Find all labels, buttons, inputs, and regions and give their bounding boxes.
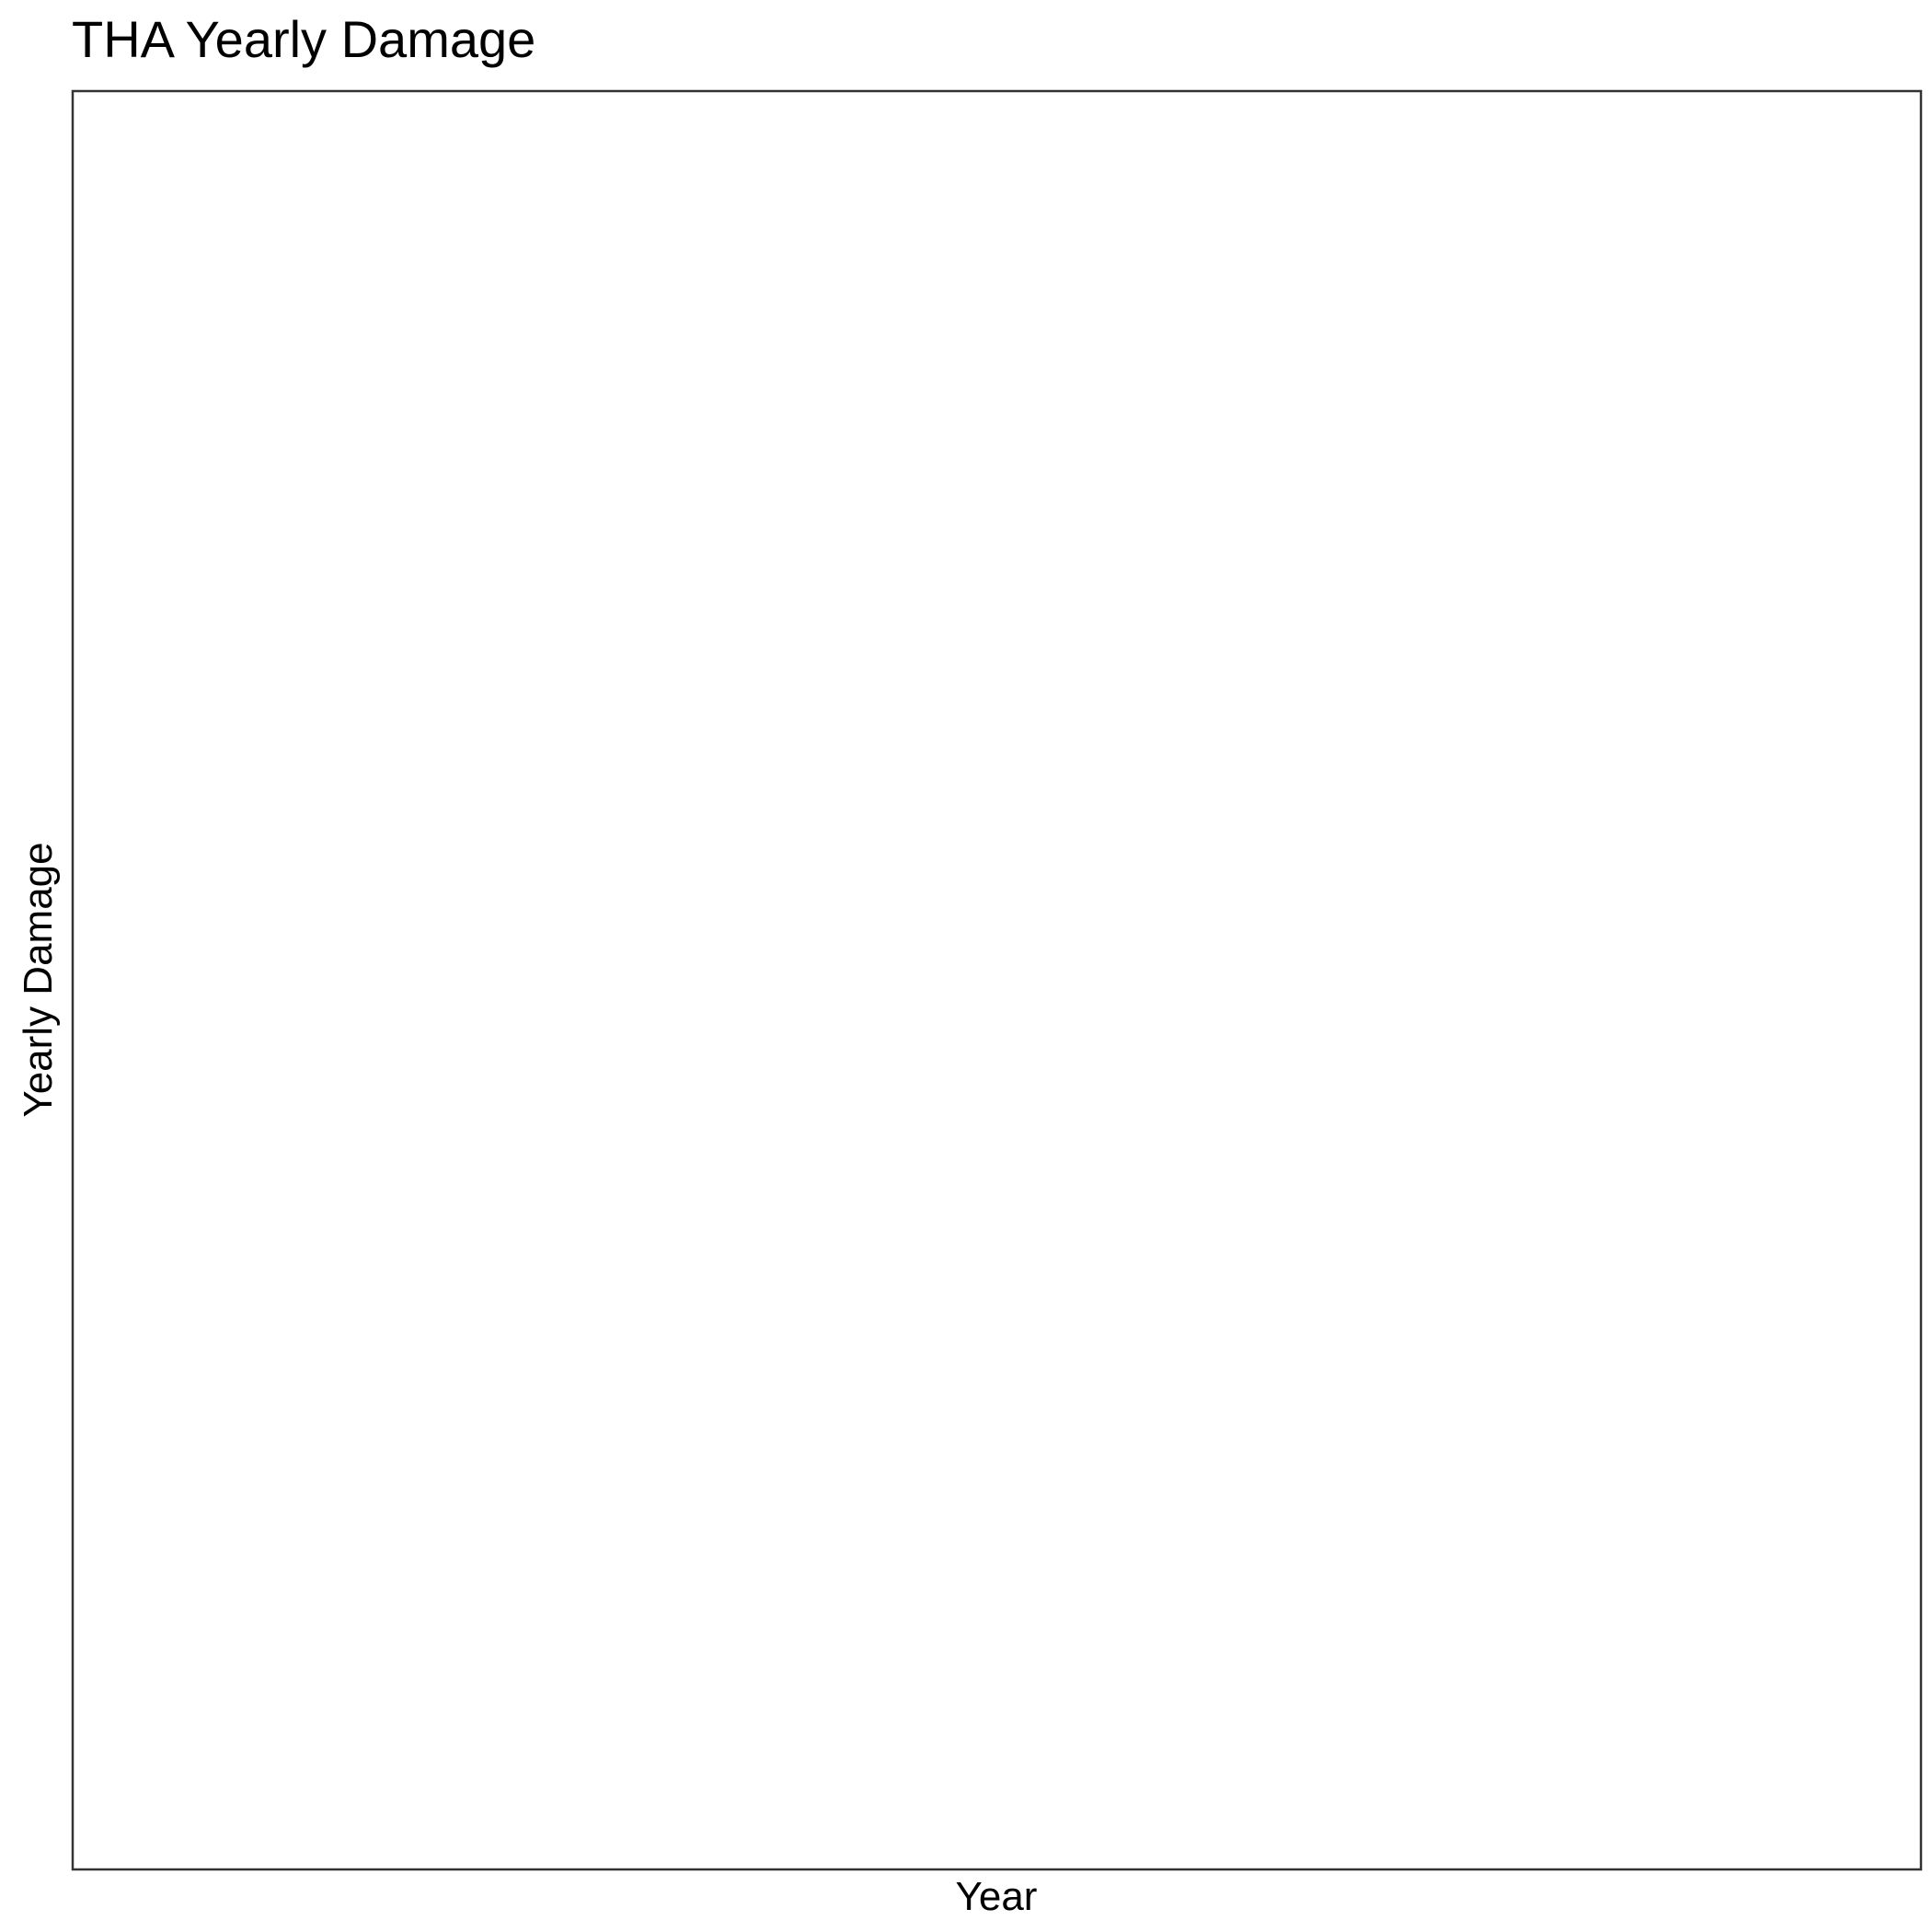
chart-title: THA Yearly Damage xyxy=(72,10,535,68)
x-axis-label: Year xyxy=(956,1874,1038,1919)
y-axis-label: Yearly Damage xyxy=(16,842,61,1117)
plot-panel xyxy=(71,89,1923,1871)
